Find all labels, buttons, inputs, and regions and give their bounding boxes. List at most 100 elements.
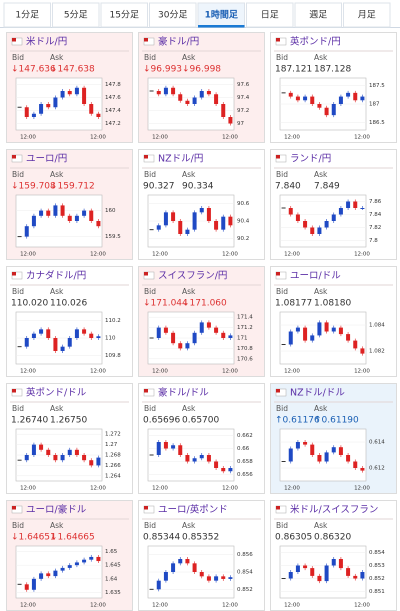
ask-value: ↓1.64665 bbox=[50, 533, 95, 543]
x-tick-label: 12:00 bbox=[20, 135, 36, 141]
flag-mark bbox=[276, 38, 280, 42]
bid-value: 0.85344 bbox=[143, 533, 180, 543]
candle bbox=[281, 92, 286, 94]
pair-name[interactable]: カナダドル/円 bbox=[26, 270, 86, 282]
ask-value: ↓171.060 bbox=[182, 299, 227, 309]
bid-label: Bid bbox=[276, 53, 288, 62]
candle bbox=[39, 573, 44, 579]
bid-value: ↓147.636 bbox=[11, 65, 56, 75]
candle bbox=[74, 329, 79, 338]
candle bbox=[324, 565, 329, 582]
pair-name[interactable]: NZドル/円 bbox=[158, 154, 203, 165]
x-tick-label: 12:00 bbox=[284, 252, 300, 258]
ask-value: 90.334 bbox=[182, 182, 214, 192]
candle bbox=[96, 113, 101, 117]
tab-label[interactable]: 月足 bbox=[358, 10, 376, 21]
pair-name[interactable]: 英ポンド/円 bbox=[290, 36, 341, 48]
candle bbox=[163, 442, 168, 449]
candle bbox=[178, 343, 183, 349]
candle bbox=[317, 575, 322, 582]
tab[interactable] bbox=[343, 2, 391, 28]
y-tick-label: 0.856 bbox=[237, 552, 253, 558]
candle bbox=[82, 87, 87, 104]
y-tick-label: 90.6 bbox=[237, 201, 250, 207]
candle bbox=[31, 113, 36, 117]
pair-name[interactable]: 英ポンド/ドル bbox=[26, 387, 87, 399]
flag-mark bbox=[276, 389, 280, 393]
candle bbox=[171, 212, 176, 221]
candle bbox=[82, 559, 87, 563]
candle bbox=[163, 212, 168, 226]
candle bbox=[295, 327, 300, 332]
y-tick-label: 0.851 bbox=[369, 589, 385, 595]
pair-name[interactable]: ユーロ/円 bbox=[26, 154, 67, 165]
chart-frame bbox=[147, 77, 235, 131]
y-tick-label: 0.612 bbox=[369, 466, 385, 472]
y-tick-label: 109.8 bbox=[105, 353, 121, 359]
candle bbox=[281, 344, 286, 345]
candle bbox=[221, 332, 226, 338]
x-tick-label: 12:00 bbox=[90, 369, 106, 375]
y-tick-label: 171.4 bbox=[237, 315, 253, 321]
tab-label[interactable]: 週足 bbox=[309, 10, 327, 21]
pair-name[interactable]: 米ドル/円 bbox=[26, 36, 67, 48]
y-tick-label: 0.853 bbox=[369, 563, 385, 569]
candle bbox=[338, 208, 343, 215]
tab[interactable] bbox=[149, 2, 197, 28]
pair-name[interactable]: ユーロ/英ポンド bbox=[158, 504, 228, 516]
candle bbox=[24, 338, 29, 347]
ask-label: Ask bbox=[314, 53, 328, 62]
x-tick-label: 12:00 bbox=[20, 252, 36, 258]
bid-value: ↓96.993 bbox=[143, 65, 182, 75]
tab[interactable] bbox=[197, 2, 245, 28]
pair-name[interactable]: 豪ドル/円 bbox=[158, 36, 199, 48]
bid-label: Bid bbox=[276, 521, 288, 530]
pair-name[interactable]: ユーロ/豪ドル bbox=[26, 504, 87, 516]
bid-value: 1.26740 bbox=[11, 416, 48, 426]
tab[interactable] bbox=[294, 2, 342, 28]
candle bbox=[353, 92, 358, 101]
tab[interactable] bbox=[100, 2, 148, 28]
y-tick-label: 1.635 bbox=[105, 590, 121, 596]
tab-label[interactable]: 1時間足 bbox=[205, 9, 239, 21]
y-tick-label: 147.2 bbox=[105, 121, 121, 127]
tab-label[interactable]: 5分足 bbox=[64, 10, 88, 21]
candle bbox=[39, 444, 44, 450]
pair-name[interactable]: 米ドル/スイスフラン bbox=[290, 504, 378, 516]
bid-label: Bid bbox=[144, 521, 156, 530]
tab-label[interactable]: 1分足 bbox=[15, 10, 39, 21]
candle bbox=[192, 212, 197, 230]
candle bbox=[338, 559, 343, 569]
tab[interactable] bbox=[246, 2, 294, 28]
candle bbox=[288, 448, 293, 462]
ask-label: Ask bbox=[50, 404, 64, 413]
tab[interactable] bbox=[3, 2, 51, 28]
bid-label: Bid bbox=[12, 287, 24, 296]
pair-name[interactable]: ユーロ/ドル bbox=[290, 271, 341, 282]
flag-mark bbox=[276, 506, 280, 510]
y-tick-label: 171 bbox=[237, 336, 248, 342]
x-tick-label: 12:00 bbox=[20, 603, 36, 609]
pair-name[interactable]: 豪ドル/ドル bbox=[158, 387, 209, 399]
x-tick-label: 12:00 bbox=[222, 135, 238, 141]
y-tick-label: 0.854 bbox=[237, 570, 253, 576]
y-tick-label: 0.656 bbox=[237, 472, 253, 478]
bid-value: 1.08177 bbox=[275, 299, 312, 309]
tab-label[interactable]: 日足 bbox=[261, 10, 279, 21]
pair-name[interactable]: ランド/円 bbox=[290, 154, 331, 165]
candle bbox=[310, 568, 315, 576]
candle bbox=[149, 90, 154, 92]
tab-label[interactable]: 30分足 bbox=[158, 10, 187, 21]
pair-name[interactable]: スイスフラン/円 bbox=[158, 271, 227, 282]
tab-label[interactable]: 15分足 bbox=[110, 10, 139, 21]
x-tick-label: 12:00 bbox=[152, 369, 168, 375]
candle bbox=[192, 332, 197, 344]
candle bbox=[331, 104, 336, 116]
pair-name[interactable]: NZドル/ドル bbox=[290, 388, 345, 399]
candle bbox=[39, 210, 44, 216]
candle bbox=[317, 104, 322, 108]
tab[interactable] bbox=[52, 2, 100, 28]
candle bbox=[353, 201, 358, 208]
ask-label: Ask bbox=[182, 521, 196, 530]
